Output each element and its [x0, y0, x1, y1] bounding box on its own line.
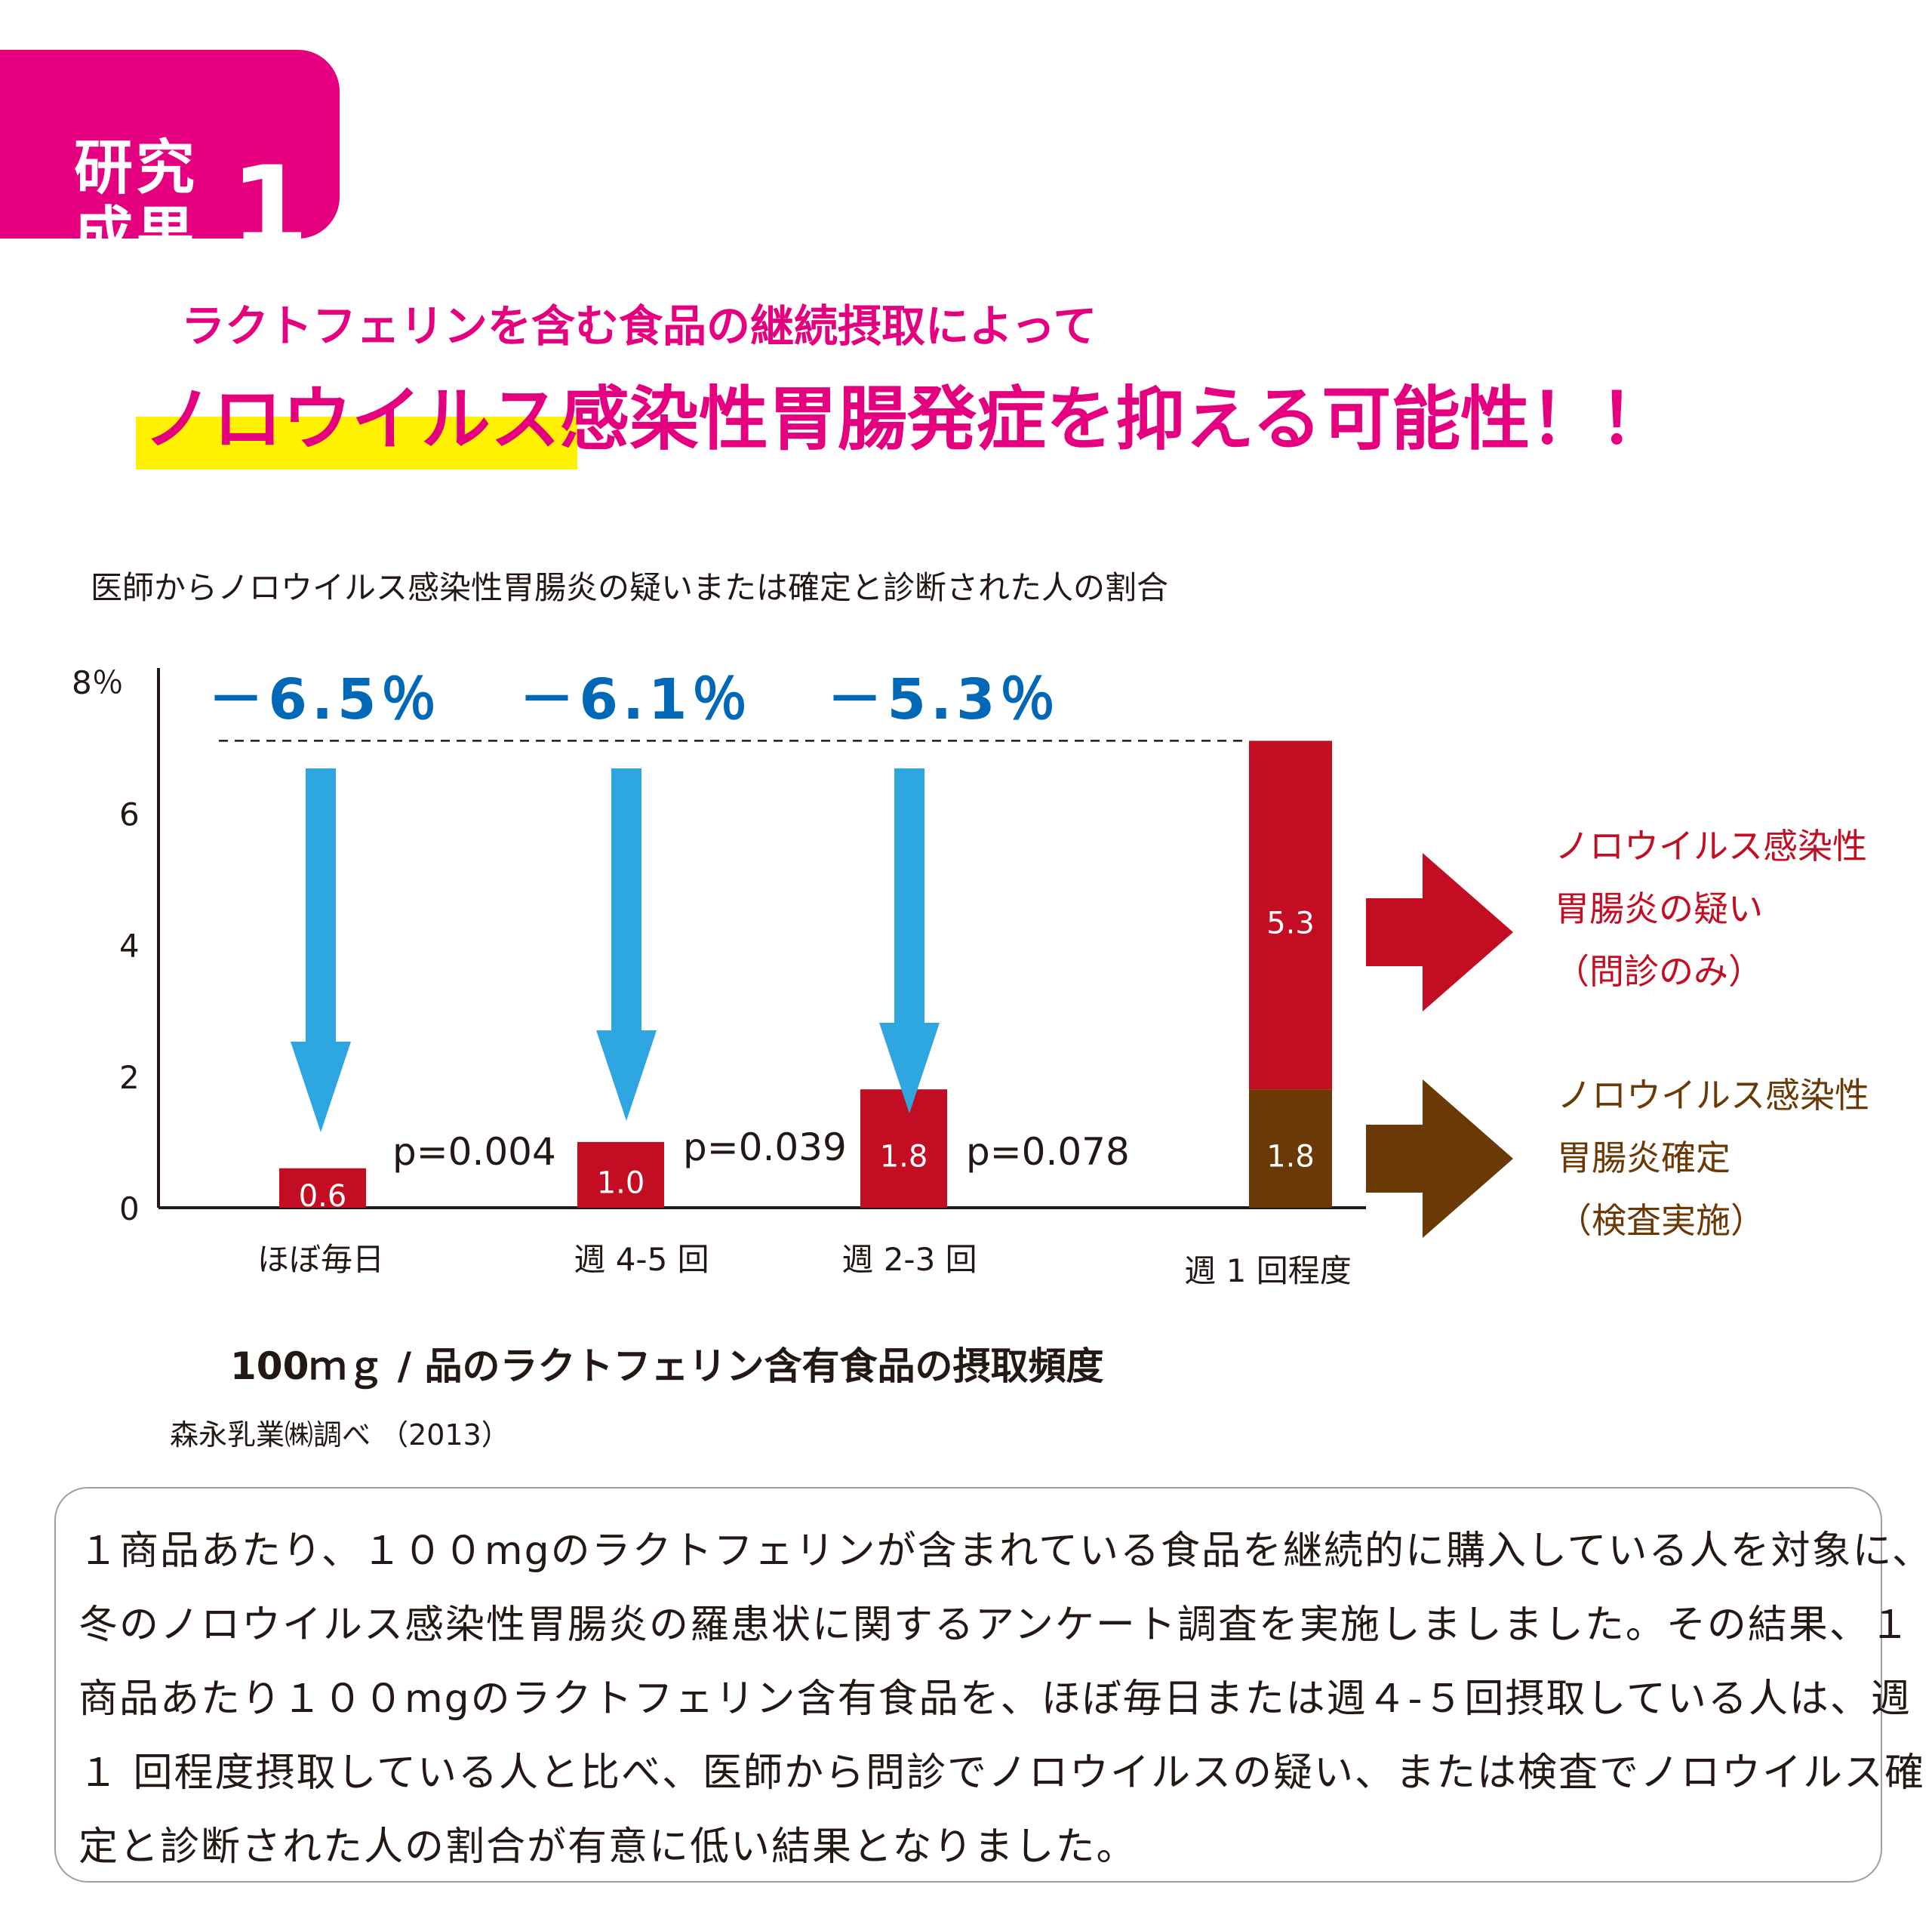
down-arrow-icon [879, 768, 940, 1113]
x-tick-label: 週 2-3 回 [841, 1241, 977, 1278]
description-box: １商品あたり、１００mgのラクトフェリンが含まれている食品を継続的に購入している… [54, 1487, 1932, 1883]
legend-label: （検査実施） [1557, 1200, 1765, 1241]
down-arrow-icon [596, 768, 657, 1121]
description-line: １ 回程度摂取している人と比べ、医師から問診でノロウイルスの疑い、または検査でノ… [78, 1750, 1925, 1796]
badge-number: 1 [230, 143, 309, 274]
legend-label: （問診のみ） [1555, 951, 1763, 992]
bar-value-label: 1.8 [880, 1140, 928, 1175]
bar [279, 1168, 366, 1208]
headline-highlighted: ノロウイルス [143, 379, 561, 460]
legend-label: ノロウイルス感染性 [1557, 1075, 1869, 1116]
study-result-badge: 研究 成果 1 [0, 50, 340, 265]
description-line: 冬のノロウイルス感染性胃腸炎の羅患状に関するアンケート調査を実施しましました。そ… [78, 1603, 1911, 1648]
badge-line-2: 成果 [74, 201, 198, 269]
legend-arrow-icon [1366, 853, 1513, 1011]
bar [577, 1141, 664, 1208]
legend-label: ノロウイルス感染性 [1555, 826, 1867, 867]
legend-label: 胃腸炎確定 [1557, 1138, 1730, 1178]
description-line: １商品あたり、１００mgのラクトフェリンが含まれている食品を継続的に購入している… [78, 1529, 1932, 1574]
legend-label: 胃腸炎の疑い [1555, 888, 1763, 929]
bar-value-label: 1.8 [1266, 1140, 1315, 1175]
y-tick-label: 0 [119, 1190, 140, 1227]
chart-caption: 医師からノロウイルス感染性胃腸炎の疑いまたは確定と診断された人の割合 [91, 569, 1169, 606]
x-axis-title: 100ｍｇ / 品のラクトフェリン含有食品の摂取頻度 [230, 1344, 1104, 1388]
y-tick-label: 6 [119, 796, 140, 833]
reduction-label: －5.3％ [826, 667, 1060, 732]
p-value-label: p=0.004 [392, 1130, 556, 1174]
subtitle: ラクトフェリンを含む食品の継続摂取によって [181, 300, 1097, 352]
x-tick-label: 週 1 回程度 [1184, 1252, 1351, 1289]
legend-arrow-icon [1366, 1079, 1513, 1238]
bar [1249, 740, 1332, 1090]
bar-chart: 0 2 4 6 8％ 0.6 ほぼ毎日 1.0 週 4-5 回 1.8 週 2-3 回 1.8 5.3 週… [72, 664, 1869, 1289]
reduction-label: －6.1％ [518, 667, 752, 732]
bar-value-label: 5.3 [1266, 906, 1315, 941]
y-tick-label: 8％ [72, 664, 124, 701]
source-note: 森永乳業㈱調べ （2013） [170, 1418, 510, 1452]
bar-value-label: 0.6 [299, 1179, 347, 1214]
description-line: 定と診断された人の割合が有意に低い結果となりました。 [78, 1824, 1137, 1870]
bar [1249, 1089, 1332, 1208]
y-tick-label: 2 [119, 1059, 140, 1096]
badge-line-1: 研究 [74, 134, 198, 202]
down-arrow-icon [291, 768, 351, 1132]
x-tick-label: ほぼ毎日 [257, 1241, 384, 1278]
highlight-marker [136, 417, 577, 470]
p-value-label: p=0.039 [683, 1125, 847, 1169]
headline-rest: 感染性胃腸発症を抑える可能性！！ [560, 379, 1669, 460]
p-value-label: p=0.078 [966, 1130, 1130, 1174]
y-tick-label: 4 [119, 928, 140, 965]
x-tick-label: 週 4-5 回 [574, 1241, 709, 1278]
bar-value-label: 1.0 [597, 1165, 645, 1200]
headline: ノロウイルス感染性胃腸発症を抑える可能性！！ [143, 381, 1669, 457]
bar [860, 1089, 947, 1208]
description-line: 商品あたり１００mgのラクトフェリン含有食品を、ほぼ毎日または週４-５回摂取して… [78, 1676, 1912, 1722]
reduction-label: －6.5％ [208, 667, 441, 732]
